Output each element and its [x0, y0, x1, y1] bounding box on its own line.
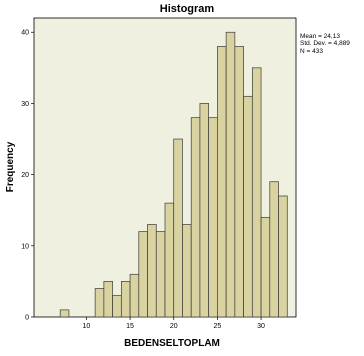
- y-tick-label: 0: [25, 315, 29, 322]
- histogram-bar: [260, 216, 271, 318]
- histogram-bar: [120, 281, 131, 318]
- histogram-bar: [138, 231, 148, 318]
- x-tick-label: 20: [170, 323, 178, 330]
- y-tick-label: 10: [21, 243, 29, 250]
- histogram-bar: [59, 309, 70, 318]
- y-tick-label: 30: [21, 101, 29, 108]
- histogram-bar: [94, 288, 105, 318]
- x-tick-label: 10: [83, 323, 91, 330]
- x-ticks: 10 15 20 25 30: [83, 317, 265, 330]
- bars-layer: [59, 31, 288, 318]
- x-tick-label: 15: [126, 323, 134, 330]
- histogram-bar: [199, 103, 210, 318]
- histogram-bar: [243, 95, 253, 318]
- stats-mean: Mean = 24,13: [300, 33, 340, 40]
- histogram-bar: [173, 138, 183, 318]
- y-tick-label: 20: [21, 172, 29, 179]
- histogram-bar: [225, 31, 236, 318]
- y-tick-label: 40: [21, 30, 29, 37]
- x-tick-label: 25: [214, 323, 222, 330]
- y-axis-label: Frequency: [5, 141, 16, 192]
- histogram-bar: [112, 295, 122, 318]
- histogram-bar: [217, 46, 227, 318]
- histogram-bar: [208, 117, 218, 318]
- stats-n: N = 433: [300, 48, 323, 55]
- x-axis-label: BEDENSELTOPLAM: [124, 338, 220, 349]
- chart-title: Histogram: [160, 3, 215, 15]
- histogram-bar: [164, 202, 175, 318]
- histogram-bar: [147, 224, 157, 318]
- histogram-bar: [251, 67, 262, 318]
- y-ticks: 0 10 20 30 40: [21, 30, 34, 322]
- stats-std-dev: Std. Dev. = 4,889: [300, 40, 350, 47]
- histogram-bar: [129, 273, 140, 318]
- histogram-bar: [269, 181, 279, 318]
- histogram-bar: [182, 224, 192, 318]
- x-tick-label: 30: [257, 323, 265, 330]
- histogram-bar: [234, 46, 244, 318]
- histogram-bar: [190, 117, 201, 318]
- histogram-bar: [155, 231, 166, 318]
- histogram-bar: [103, 281, 113, 318]
- histogram-bar: [278, 195, 288, 318]
